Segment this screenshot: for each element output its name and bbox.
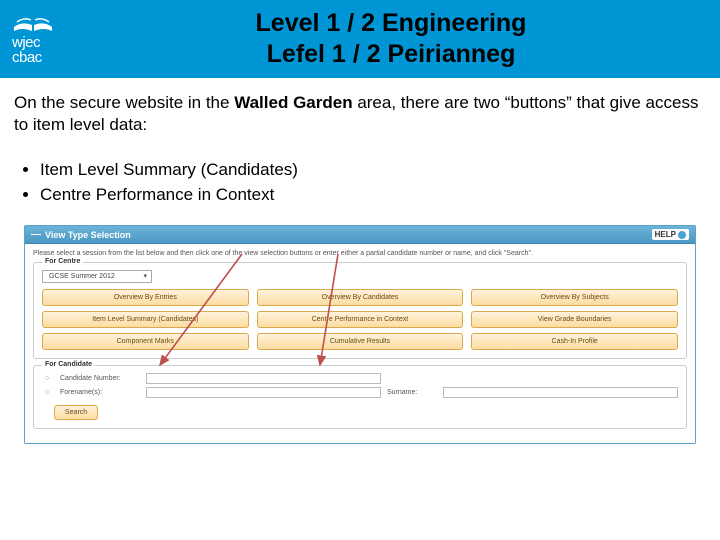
help-button[interactable]: HELP: [652, 229, 689, 240]
centre-performance-button[interactable]: Centre Performance in Context: [257, 311, 464, 328]
title-block: Level 1 / 2 Engineering Lefel 1 / 2 Peir…: [74, 8, 708, 71]
overview-candidates-button[interactable]: Overview By Candidates: [257, 289, 464, 306]
session-select[interactable]: GCSE Summer 2012: [42, 270, 152, 283]
panel-title-bar: — View Type Selection HELP: [25, 226, 695, 244]
overview-subjects-button[interactable]: Overview By Subjects: [471, 289, 678, 306]
radio-name[interactable]: ○: [42, 389, 52, 396]
surname-input[interactable]: [443, 387, 678, 398]
intro-text: On the secure website in the Walled Gard…: [14, 92, 706, 136]
cashin-profile-button[interactable]: Cash-In Profile: [471, 333, 678, 350]
forename-input[interactable]: [146, 387, 381, 398]
slide-header: wjec cbac Level 1 / 2 Engineering Lefel …: [0, 0, 720, 78]
intro-bold: Walled Garden: [234, 93, 352, 112]
surname-label: Surname:: [387, 389, 437, 396]
view-type-panel: — View Type Selection HELP Please select…: [24, 225, 696, 444]
component-marks-button[interactable]: Component Marks: [42, 333, 249, 350]
slide-body: On the secure website in the Walled Gard…: [0, 78, 720, 444]
logo-text-2: cbac: [12, 50, 42, 65]
candidate-number-label: Candidate Number:: [60, 375, 140, 382]
cumulative-results-button[interactable]: Cumulative Results: [257, 333, 464, 350]
centre-button-grid: Overview By Entries Overview By Candidat…: [42, 289, 678, 350]
panel-title: View Type Selection: [45, 230, 131, 240]
panel-instruction: Please select a session from the list be…: [33, 250, 687, 257]
logo-book-icon: [12, 13, 54, 33]
title-en: Level 1 / 2 Engineering: [74, 8, 708, 39]
help-label: HELP: [655, 230, 676, 239]
bullet-item: Centre Performance in Context: [40, 183, 706, 208]
session-value: GCSE Summer 2012: [49, 273, 115, 280]
for-centre-legend: For Centre: [42, 258, 83, 265]
logo-text-1: wjec: [12, 35, 40, 50]
wjec-logo: wjec cbac: [12, 13, 54, 65]
search-button[interactable]: Search: [54, 405, 98, 420]
radio-number[interactable]: ○: [42, 375, 52, 382]
panel-body: Please select a session from the list be…: [25, 244, 695, 443]
intro-pre: On the secure website in the: [14, 93, 234, 112]
for-candidate-legend: For Candidate: [42, 361, 95, 368]
forename-label: Forename(s):: [60, 389, 140, 396]
title-cy: Lefel 1 / 2 Peirianneg: [74, 39, 708, 70]
overview-entries-button[interactable]: Overview By Entries: [42, 289, 249, 306]
bullet-item: Item Level Summary (Candidates): [40, 158, 706, 183]
help-icon: [678, 231, 686, 239]
for-centre-fieldset: For Centre GCSE Summer 2012 Overview By …: [33, 262, 687, 359]
bullet-list: Item Level Summary (Candidates) Centre P…: [14, 158, 706, 207]
for-candidate-fieldset: For Candidate ○ Candidate Number: ○ Fore…: [33, 365, 687, 429]
item-level-summary-button[interactable]: Item Level Summary (Candidates): [42, 311, 249, 328]
candidate-number-input[interactable]: [146, 373, 381, 384]
grade-boundaries-button[interactable]: View Grade Boundaries: [471, 311, 678, 328]
collapse-icon[interactable]: —: [31, 229, 41, 240]
